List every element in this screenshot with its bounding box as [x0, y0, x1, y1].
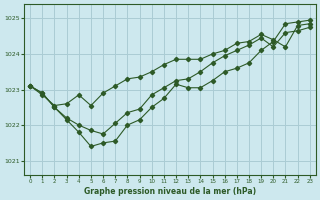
X-axis label: Graphe pression niveau de la mer (hPa): Graphe pression niveau de la mer (hPa) [84, 187, 256, 196]
